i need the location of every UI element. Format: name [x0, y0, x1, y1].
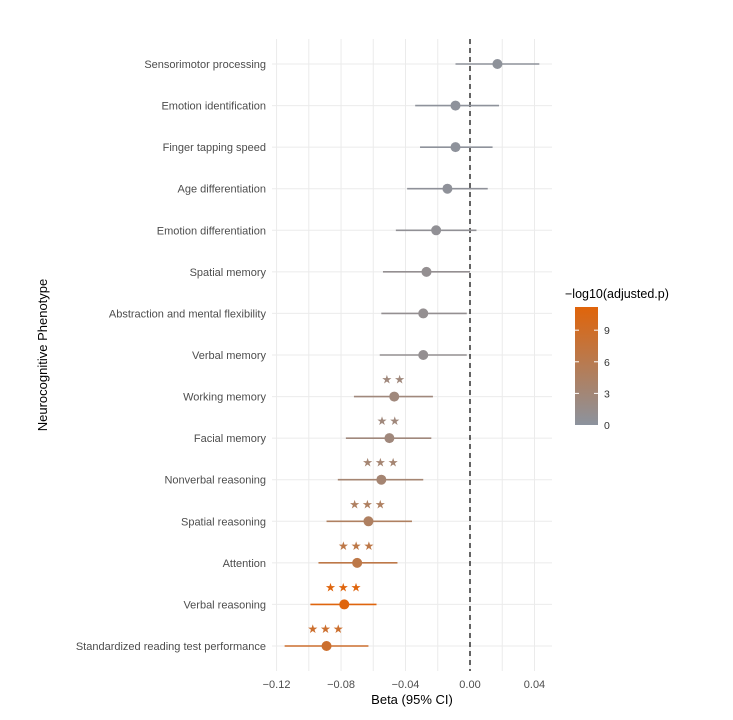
y-axis-labels: Sensorimotor processing Emotion identific…: [76, 59, 267, 653]
point-estimate: [418, 308, 429, 319]
x-tick-label: 0.00: [459, 679, 480, 691]
legend-tick-label: 0: [604, 420, 610, 432]
point-estimate: [363, 516, 374, 527]
x-tick-label: −0.04: [392, 679, 420, 691]
legend-tick-label: 9: [604, 325, 610, 337]
y-axis-title: Neurocognitive Phenotype: [35, 279, 50, 432]
y-tick-label: Age differentiation: [178, 184, 266, 196]
point-estimate: [450, 100, 461, 111]
legend-colorbar: [575, 307, 598, 425]
y-tick-label: Nonverbal reasoning: [164, 475, 266, 487]
x-axis-labels: −0.12 −0.08 −0.04 0.00 0.04: [263, 679, 546, 691]
y-tick-label: Facial memory: [194, 433, 267, 445]
y-tick-label: Attention: [223, 558, 266, 570]
significance-stars: ★★: [377, 414, 403, 428]
y-tick-label: Emotion differentiation: [157, 225, 266, 237]
y-tick-label: Working memory: [183, 392, 266, 404]
point-estimate: [418, 350, 429, 360]
point-estimate: [384, 433, 395, 444]
y-tick-label: Finger tapping speed: [163, 142, 266, 154]
y-tick-label: Emotion identification: [161, 101, 266, 113]
point-estimate: [442, 183, 453, 194]
x-tick-label: −0.08: [327, 679, 355, 691]
x-tick-label: 0.04: [524, 679, 545, 691]
significance-stars: ★★: [381, 373, 407, 387]
data-marks: ★★★★★★★★★★★★★★★★★★★: [284, 59, 540, 651]
y-tick-label: Sensorimotor processing: [144, 59, 266, 71]
point-estimate: [421, 266, 432, 277]
x-tick-label: −0.12: [263, 679, 291, 691]
y-tick-label: Standardized reading test performance: [76, 641, 266, 653]
legend-tick-label: 3: [604, 388, 610, 400]
point-estimate: [492, 59, 503, 69]
y-tick-label: Spatial memory: [190, 267, 267, 279]
y-tick-label: Verbal memory: [192, 350, 266, 362]
point-estimate: [321, 641, 332, 651]
y-tick-label: Abstraction and mental flexibility: [109, 308, 267, 320]
legend-title: −log10(adjusted.p): [565, 287, 669, 301]
significance-stars: ★★★: [362, 456, 400, 470]
significance-stars: ★★★: [307, 622, 345, 636]
significance-stars: ★★★: [338, 539, 376, 553]
significance-stars: ★★★: [325, 580, 363, 594]
x-axis-title: Beta (95% CI): [371, 692, 453, 707]
point-estimate: [339, 599, 350, 610]
y-tick-label: Verbal reasoning: [183, 599, 266, 611]
y-tick-label: Spatial reasoning: [181, 516, 266, 528]
point-estimate: [376, 474, 387, 485]
significance-stars: ★★★: [349, 497, 387, 511]
color-legend: −log10(adjusted.p) 0 3 6 9: [565, 287, 669, 432]
legend-tick-label: 6: [604, 357, 610, 369]
point-estimate: [389, 391, 400, 402]
legend-ticks: 0 3 6 9: [575, 325, 610, 432]
point-estimate: [352, 557, 363, 568]
point-estimate: [431, 225, 442, 236]
point-estimate: [450, 142, 461, 153]
